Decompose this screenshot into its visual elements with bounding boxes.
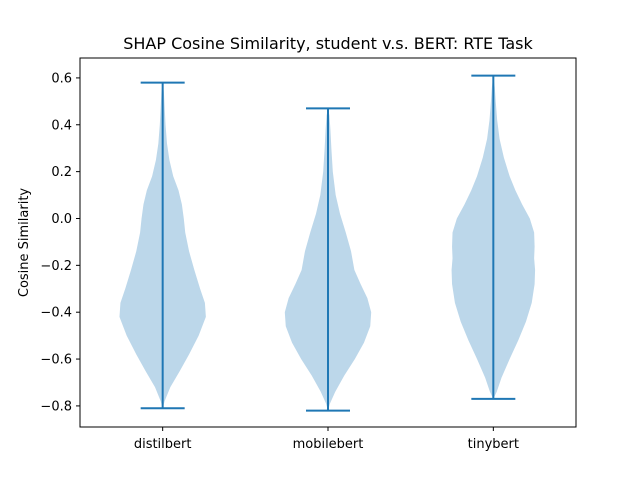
y-axis-label: Cosine Similarity (17, 188, 32, 298)
y-axis: −0.8 −0.6 −0.4 −0.2 0.0 0.2 0.4 0.6 (40, 71, 80, 414)
y-tick-label: 0.2 (51, 165, 72, 180)
x-tick-label-distilbert: distilbert (134, 437, 192, 452)
x-axis: distilbert mobilebert tinybert (134, 427, 519, 452)
y-tick-label: 0.6 (51, 71, 72, 86)
chart-title: SHAP Cosine Similarity, student v.s. BER… (123, 34, 533, 53)
y-tick-label: −0.6 (40, 353, 72, 368)
y-tick-label: −0.8 (40, 399, 72, 414)
whisker-lines-layer (140, 74, 516, 412)
y-tick-label: 0.0 (51, 212, 72, 227)
y-tick-label: −0.4 (40, 306, 72, 321)
y-tick-label: 0.4 (51, 118, 72, 133)
x-tick-label-tinybert: tinybert (468, 437, 519, 452)
x-tick-label-mobilebert: mobilebert (293, 437, 364, 452)
y-tick-label: −0.2 (40, 259, 72, 274)
